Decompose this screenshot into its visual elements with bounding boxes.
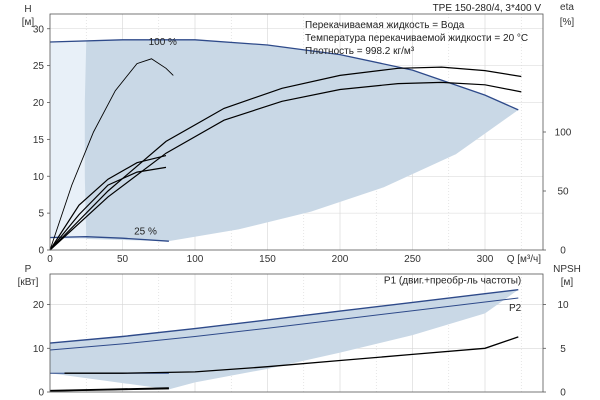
- y-right-axis-unit: [м]: [561, 277, 574, 288]
- info-line-temperature: Температура перекачиваемой жидкости = 20…: [305, 33, 528, 44]
- y-left-tick-label: 15: [33, 135, 45, 146]
- x-tick-label: 200: [332, 254, 349, 265]
- x-tick-label: 150: [259, 254, 276, 265]
- y-right-tick-label: 10: [557, 300, 569, 311]
- y-left-tick-label: 30: [33, 24, 45, 35]
- plot-frame: [49, 273, 544, 393]
- x-axis-title: Q [м³/ч]: [507, 254, 542, 265]
- y-left-tick-label: 5: [38, 209, 44, 220]
- operating-range-area: [50, 39, 519, 242]
- y-left-tick-label: 0: [38, 246, 44, 257]
- speed-label: 25 %: [134, 227, 157, 238]
- curve-label: P2: [509, 303, 522, 314]
- y-left-axis-title: P: [25, 264, 32, 275]
- chart-header: TPE 150-280/4, 3*400 V Перекачиваемая жи…: [305, 3, 541, 57]
- y-right-tick-label: 100: [555, 128, 572, 139]
- x-tick-label: 50: [117, 254, 129, 265]
- chart-title: TPE 150-280/4, 3*400 V: [433, 3, 542, 14]
- y-left-tick-label: 25: [33, 61, 45, 72]
- series-line-6: [64, 336, 519, 374]
- y-right-tick-label: 0: [560, 388, 566, 399]
- y-left-tick-label: 20: [33, 98, 45, 109]
- y-left-tick-label: 20: [33, 300, 45, 311]
- y-right-axis-title: NPSH: [553, 264, 581, 275]
- y-left-tick-label: 10: [33, 172, 45, 183]
- y-right-tick-label: 5: [560, 344, 566, 355]
- x-tick-label: 300: [477, 254, 494, 265]
- series-line-7: [49, 81, 522, 251]
- y-right-tick-label: 0: [560, 246, 566, 257]
- y-left-axis-unit: [кВт]: [18, 277, 39, 288]
- x-tick-label: 0: [47, 254, 53, 265]
- series-line-2: [49, 236, 169, 242]
- series-line-1: [49, 289, 519, 344]
- series-line-5: [49, 166, 167, 251]
- series-line-4: [49, 155, 167, 251]
- low-flow-area: [50, 41, 87, 239]
- series-line-1: [49, 39, 519, 111]
- y-left-tick-label: 0: [38, 388, 44, 399]
- y-right-axis-title: eta: [560, 2, 574, 13]
- y-right-tick-label: 50: [557, 187, 569, 198]
- series-line-6: [49, 66, 522, 251]
- curve-label: P1 (двиг.+преобр-ль частоты): [384, 275, 521, 287]
- info-line-density: Плотность = 998.2 кг/м³: [305, 46, 415, 57]
- x-tick-label: 100: [187, 254, 204, 265]
- speed-label: 100 %: [149, 37, 177, 48]
- series-line-2: [49, 297, 519, 351]
- y-left-axis-title: H: [24, 4, 31, 15]
- y-left-axis-unit: [м]: [22, 17, 35, 28]
- info-line-fluid: Перекачиваемая жидкость = Вода: [305, 20, 465, 31]
- series-line-5: [49, 388, 169, 392]
- operating-range-area: [50, 289, 519, 390]
- y-right-axis-unit: [%]: [560, 17, 575, 28]
- y-left-tick-label: 10: [33, 344, 45, 355]
- power-npsh-panel: 0 10 20 0 5 10 P [кВт] NPSH [м] P1 (двиг.+преобр-л…: [18, 264, 581, 399]
- x-tick-label: 250: [404, 254, 421, 265]
- series-line-3: [49, 58, 174, 251]
